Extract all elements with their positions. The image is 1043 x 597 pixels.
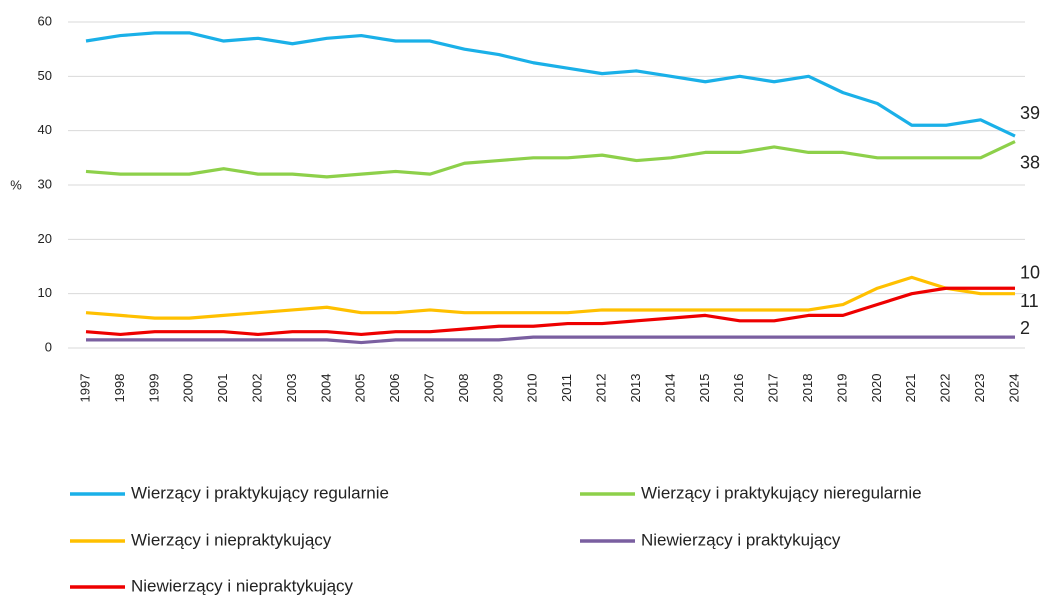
legend-label: Niewierzący i niepraktykujący: [131, 576, 354, 595]
end-value-label: 10: [1020, 262, 1040, 282]
legend-label: Wierzący i praktykujący nieregularnie: [641, 483, 922, 502]
x-tick-label: 2022: [938, 374, 953, 403]
y-tick-label: 30: [38, 176, 52, 191]
series-line: [85, 140, 1016, 179]
x-tick-label: 1998: [112, 374, 127, 403]
x-tick-label: 2012: [594, 374, 609, 403]
x-tick-label: 2010: [525, 374, 540, 403]
x-tick-label: 2004: [318, 374, 333, 403]
series-line: [85, 31, 1016, 138]
x-tick-label: 2013: [628, 374, 643, 403]
y-tick-label: 40: [38, 122, 52, 137]
x-tick-label: 2014: [662, 374, 677, 403]
x-tick-label: 2015: [697, 374, 712, 403]
x-tick-label: 1997: [77, 374, 92, 403]
series-line: [85, 286, 1015, 337]
x-tick-label: 2018: [800, 374, 815, 403]
end-value-label: 38: [1020, 152, 1040, 172]
x-tick-label: 2002: [249, 374, 264, 403]
legend-label: Niewierzący i praktykujący: [641, 530, 841, 549]
x-tick-label: 2009: [490, 374, 505, 403]
series-line: [86, 335, 1015, 345]
x-tick-label: 2005: [353, 374, 368, 403]
legend-label: Wierzący i praktykujący regularnie: [131, 483, 389, 502]
y-tick-label: 60: [38, 13, 52, 28]
y-tick-label: 0: [45, 339, 52, 354]
y-tick-label: 20: [38, 231, 52, 246]
legend-label: Wierzący i niepraktykujący: [131, 530, 332, 549]
x-tick-label: 1999: [146, 374, 161, 403]
x-tick-label: 2003: [284, 374, 299, 403]
x-tick-label: 2000: [181, 374, 196, 403]
end-value-label: 11: [1020, 291, 1039, 311]
x-tick-label: 2016: [731, 374, 746, 403]
x-tick-label: 2006: [387, 374, 402, 403]
x-tick-label: 2001: [215, 374, 230, 403]
end-value-label: 39: [1020, 103, 1040, 123]
x-tick-label: 2019: [834, 374, 849, 403]
x-tick-label: 2024: [1006, 374, 1021, 403]
x-tick-label: 2008: [456, 374, 471, 403]
x-tick-label: 2021: [903, 374, 918, 403]
y-tick-label: 50: [38, 68, 52, 83]
x-tick-label: 2023: [972, 374, 987, 403]
x-tick-label: 2017: [766, 374, 781, 403]
series-line: [85, 275, 1015, 320]
x-tick-label: 2007: [422, 374, 437, 403]
y-axis-label: %: [10, 177, 22, 192]
y-tick-label: 10: [38, 285, 52, 300]
x-tick-label: 2011: [559, 374, 574, 402]
end-value-label: 2: [1020, 318, 1030, 338]
x-tick-label: 2020: [869, 374, 884, 403]
